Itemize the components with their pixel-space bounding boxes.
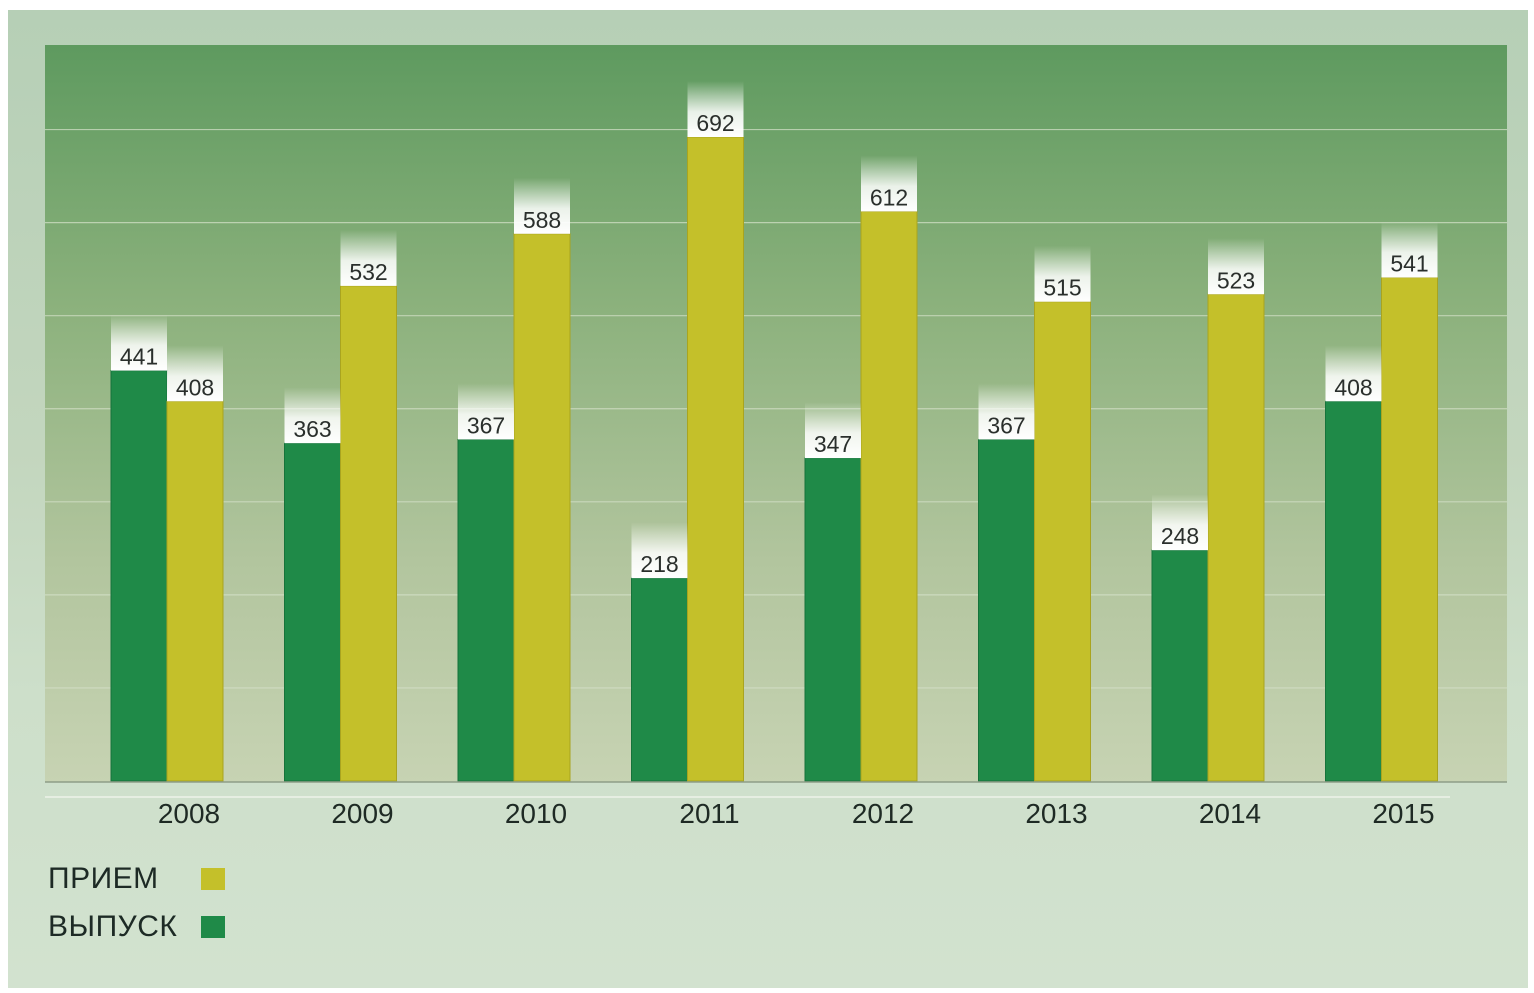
x-tick-label-2015: 2015 [1372, 798, 1434, 829]
data-label-vypusk-2012: 347 [814, 431, 852, 457]
data-label-priem-2013: 515 [1043, 275, 1081, 301]
data-label-bg [1381, 221, 1438, 278]
data-label-bg [458, 383, 514, 440]
data-label-vypusk-2010: 367 [467, 412, 505, 438]
data-label-bg [284, 387, 341, 444]
data-label-vypusk-2009: 363 [293, 416, 331, 442]
legend-label-vypusk: ВЫПУСК [48, 910, 178, 943]
data-label-priem-2012: 612 [870, 184, 908, 210]
x-tick-label-2011: 2011 [679, 798, 739, 829]
data-label-bg [978, 383, 1035, 440]
data-label-bg [1325, 345, 1382, 402]
data-label-bg [1034, 245, 1091, 302]
data-label-vypusk-2015: 408 [1334, 374, 1372, 400]
data-label-priem-2011: 692 [696, 110, 734, 136]
data-label-vypusk-2008: 441 [120, 344, 158, 370]
legend-swatch-vypusk [201, 916, 226, 938]
x-tick-label-2013: 2013 [1025, 798, 1087, 829]
data-label-vypusk-2014: 248 [1161, 523, 1199, 549]
bar-priem-2008 [166, 400, 224, 782]
data-label-bg [514, 177, 570, 234]
x-tick-label-2010: 2010 [505, 798, 567, 829]
data-label-bg [1152, 494, 1208, 551]
bar-vypusk-2013 [978, 438, 1035, 782]
data-labels: 441 408 363 532 367 588 218 692 347 612 367 515 248 5… [111, 81, 1438, 579]
data-label-priem-2009: 532 [349, 259, 387, 285]
data-label-vypusk-2011: 218 [640, 551, 678, 577]
x-tick-label-2014: 2014 [1199, 798, 1261, 829]
data-label-priem-2014: 523 [1217, 267, 1255, 293]
data-label-bg [111, 314, 167, 371]
data-label-bg [861, 155, 917, 212]
bar-priem-2011 [687, 136, 744, 782]
x-tick-label-2012: 2012 [852, 798, 914, 829]
bar-vypusk-2008 [110, 370, 168, 782]
data-label-bg [631, 522, 688, 579]
data-label-bg [167, 345, 223, 402]
bar-vypusk-2015 [1325, 400, 1382, 782]
bar-priem-2015 [1381, 277, 1438, 782]
bar-vypusk-2011 [631, 577, 688, 782]
x-tick-labels: 2008 2009 2010 2011 2012 2013 2014 2015 [158, 798, 1435, 829]
bars [110, 136, 1438, 782]
bar-vypusk-2009 [284, 442, 341, 782]
bar-priem-2012 [860, 210, 918, 782]
data-label-vypusk-2013: 367 [987, 412, 1025, 438]
plot-area [45, 45, 1507, 782]
data-label-bg [805, 402, 861, 459]
data-label-priem-2015: 541 [1390, 251, 1428, 277]
data-label-priem-2010: 588 [523, 207, 561, 233]
data-label-priem-2008: 408 [176, 374, 214, 400]
data-label-bg [340, 229, 397, 286]
bar-priem-2009 [340, 285, 397, 782]
data-label-bg [1208, 238, 1264, 295]
bar-priem-2014 [1207, 293, 1265, 782]
legend-label-priem: ПРИЕМ [48, 862, 159, 895]
bar-vypusk-2010 [457, 438, 515, 782]
x-tick-label-2008: 2008 [158, 798, 220, 829]
bar-vypusk-2012 [804, 457, 862, 782]
bar-vypusk-2014 [1151, 549, 1209, 782]
legend-swatch-priem [201, 868, 226, 890]
data-label-bg [687, 81, 744, 137]
bar-priem-2013 [1034, 301, 1091, 782]
legend: ПРИЕМ ВЫПУСК [48, 862, 227, 944]
x-tick-label-2009: 2009 [331, 798, 393, 829]
bar-priem-2010 [513, 233, 571, 782]
